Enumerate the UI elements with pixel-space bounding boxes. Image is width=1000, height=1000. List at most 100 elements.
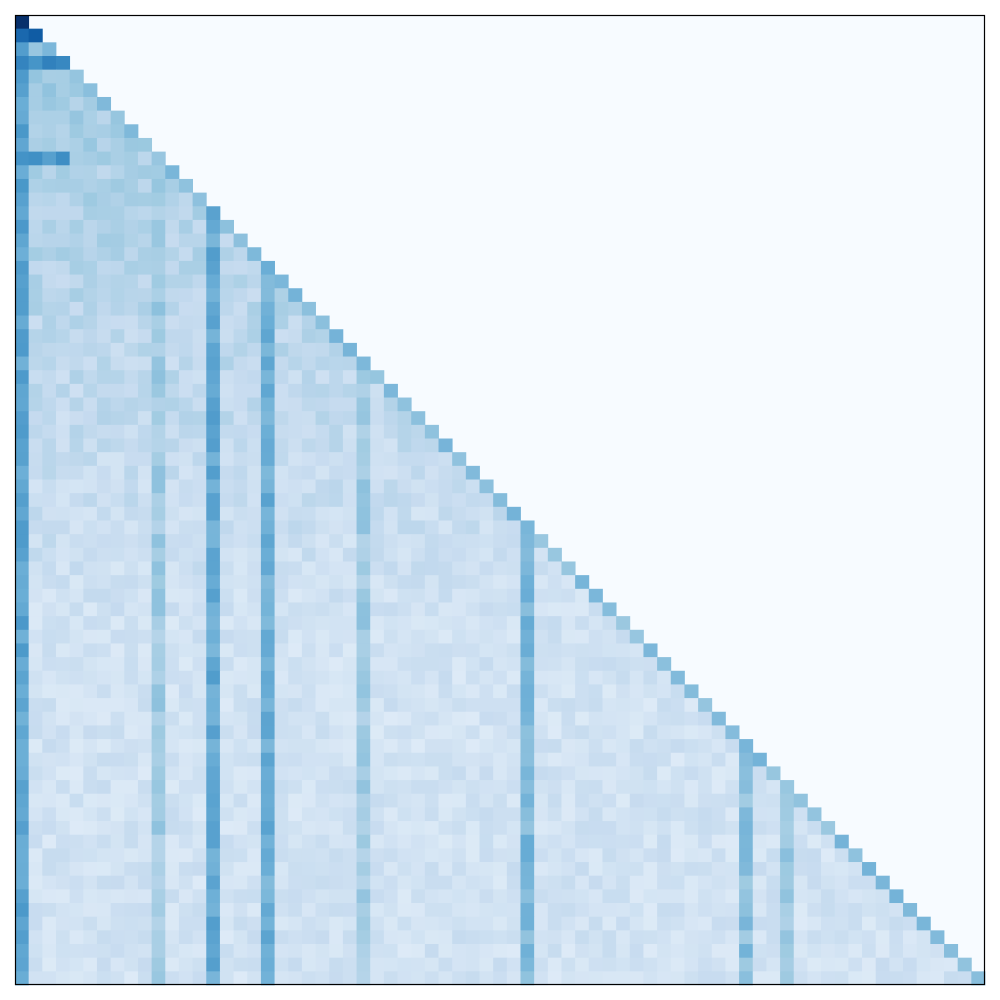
heatmap-cell bbox=[766, 971, 781, 986]
heatmap-cell bbox=[233, 944, 248, 959]
heatmap-cell bbox=[178, 725, 193, 740]
heatmap-cell bbox=[561, 657, 576, 672]
heatmap-cell bbox=[247, 520, 262, 535]
heatmap-cell bbox=[219, 233, 234, 248]
heatmap-cell bbox=[452, 780, 467, 795]
heatmap-cell bbox=[42, 780, 57, 795]
heatmap-cell bbox=[479, 916, 494, 931]
heatmap-cell bbox=[206, 424, 221, 439]
heatmap-cell bbox=[288, 315, 303, 330]
heatmap-cell bbox=[15, 42, 30, 57]
heatmap-cell bbox=[356, 916, 371, 931]
heatmap-cell bbox=[55, 370, 71, 385]
heatmap-cell bbox=[629, 875, 644, 890]
heatmap-cell bbox=[301, 479, 316, 494]
heatmap-cell bbox=[274, 862, 289, 877]
heatmap-cell bbox=[96, 944, 112, 959]
heatmap-cell bbox=[534, 875, 549, 890]
heatmap-cell bbox=[657, 848, 672, 863]
heatmap-cell bbox=[15, 780, 30, 795]
heatmap-cell bbox=[438, 711, 453, 726]
heatmap-cell bbox=[28, 766, 43, 781]
heatmap-cell bbox=[110, 233, 125, 248]
heatmap-cell bbox=[821, 944, 836, 959]
heatmap-cell bbox=[69, 629, 84, 644]
heatmap-cell bbox=[151, 930, 166, 945]
heatmap-cell bbox=[192, 684, 207, 699]
heatmap-cell bbox=[383, 424, 398, 439]
heatmap-cell bbox=[739, 903, 754, 918]
heatmap-cell bbox=[83, 739, 98, 754]
heatmap-cell bbox=[520, 766, 535, 781]
heatmap-cell bbox=[137, 725, 153, 740]
heatmap-cell bbox=[151, 739, 166, 754]
heatmap-cell bbox=[178, 862, 193, 877]
heatmap-cell bbox=[561, 711, 576, 726]
heatmap-cell bbox=[83, 137, 98, 153]
heatmap-cell bbox=[370, 971, 385, 986]
heatmap-cell bbox=[329, 520, 344, 535]
heatmap-cell bbox=[137, 916, 153, 931]
heatmap-cell bbox=[588, 793, 603, 808]
heatmap-cell bbox=[397, 889, 412, 904]
heatmap-cell bbox=[356, 424, 371, 439]
heatmap-cell bbox=[233, 438, 248, 453]
heatmap-cell bbox=[301, 711, 316, 726]
heatmap-cell bbox=[315, 342, 330, 357]
heatmap-cell bbox=[520, 698, 535, 713]
heatmap-cell bbox=[547, 547, 562, 562]
heatmap-cell bbox=[397, 643, 412, 658]
heatmap-cell bbox=[315, 534, 330, 549]
heatmap-cell bbox=[151, 520, 166, 535]
heatmap-cell bbox=[42, 206, 57, 221]
heatmap-cell bbox=[903, 916, 918, 931]
heatmap-cell bbox=[206, 301, 221, 316]
heatmap-cell bbox=[684, 889, 699, 904]
heatmap-cell bbox=[55, 137, 71, 153]
heatmap-cell bbox=[96, 424, 112, 439]
heatmap-cell bbox=[110, 793, 125, 808]
heatmap-cell bbox=[821, 903, 836, 918]
heatmap-cell bbox=[165, 971, 180, 986]
heatmap-cell bbox=[260, 725, 275, 740]
heatmap-cell bbox=[329, 657, 344, 672]
heatmap-cell bbox=[15, 547, 30, 562]
heatmap-cell bbox=[438, 780, 453, 795]
heatmap-cell bbox=[69, 247, 84, 262]
heatmap-cell bbox=[15, 930, 30, 945]
heatmap-cell bbox=[370, 903, 385, 918]
heatmap-cell bbox=[834, 971, 849, 986]
heatmap-cell bbox=[602, 766, 617, 781]
heatmap-cell bbox=[356, 616, 371, 631]
heatmap-cell bbox=[739, 944, 754, 959]
heatmap-cell bbox=[124, 944, 139, 959]
heatmap-cell bbox=[342, 561, 357, 576]
heatmap-cell bbox=[711, 930, 726, 945]
heatmap-cell bbox=[42, 616, 57, 631]
heatmap-cell bbox=[178, 233, 193, 248]
heatmap-cell bbox=[274, 493, 289, 508]
heatmap-cell bbox=[42, 561, 57, 576]
heatmap-cell bbox=[69, 288, 84, 303]
heatmap-cell bbox=[137, 971, 153, 986]
heatmap-cell bbox=[178, 834, 193, 849]
heatmap-cell bbox=[260, 807, 275, 822]
heatmap-cell bbox=[411, 903, 426, 918]
heatmap-cell bbox=[534, 916, 549, 931]
heatmap-cell bbox=[766, 807, 781, 822]
heatmap-cell bbox=[83, 547, 98, 562]
heatmap-cell bbox=[711, 739, 726, 754]
heatmap-cell bbox=[411, 698, 426, 713]
heatmap-cell bbox=[424, 957, 439, 972]
heatmap-cell bbox=[151, 957, 166, 972]
heatmap-cell bbox=[233, 711, 248, 726]
heatmap-cell bbox=[206, 848, 221, 863]
heatmap-cell bbox=[356, 452, 371, 467]
heatmap-cell bbox=[165, 629, 180, 644]
heatmap-cell bbox=[739, 862, 754, 877]
heatmap-cell bbox=[192, 602, 207, 617]
heatmap-cell bbox=[288, 301, 303, 316]
heatmap-cell bbox=[69, 206, 84, 221]
heatmap-cell bbox=[15, 684, 30, 699]
heatmap-cell bbox=[247, 329, 262, 344]
